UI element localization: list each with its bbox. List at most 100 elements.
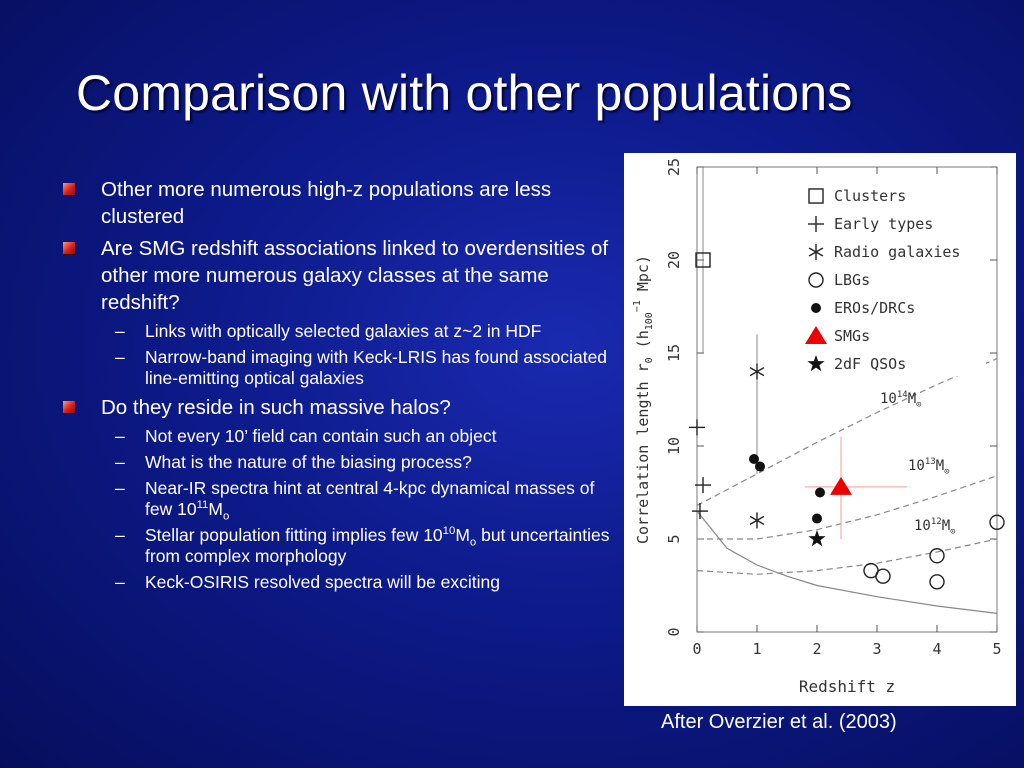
open-circle-marker <box>989 514 1005 530</box>
dash-bullet-icon: – <box>115 426 125 446</box>
curve-label-base: 10 <box>914 518 931 534</box>
curve-label-sup: 12 <box>931 517 942 527</box>
figure-panel: 0 1 2 3 4 5 0 5 10 15 20 25 Redshift z Correlation le… <box>624 153 1016 706</box>
sub-bullet-item: – Stellar population fitting implies few … <box>60 525 622 567</box>
filled-circle-marker <box>815 487 825 498</box>
legend-label: 2dF QSOs <box>834 355 906 373</box>
asterisk-stroke <box>749 366 765 377</box>
data-point <box>929 548 945 564</box>
x-tick-label: 3 <box>872 640 881 658</box>
legend-label: Clusters <box>834 187 906 205</box>
sub-bullet-item: – Links with optically selected galaxies … <box>60 321 622 342</box>
halo-mass-curve <box>697 475 998 540</box>
dash-bullet-icon: – <box>115 347 125 367</box>
bullet-text: Other more numerous high-z populations a… <box>101 178 552 228</box>
curve-label: 1013M⊙ <box>908 457 950 477</box>
sub-bullet-item: – Narrow-band imaging with Keck-LRIS has … <box>60 347 622 389</box>
curve-label-sub: ⊙ <box>950 527 955 537</box>
curve-label-sub: ⊙ <box>916 400 921 410</box>
slide-title: Comparison with other populations <box>76 65 853 121</box>
data-point <box>695 252 711 268</box>
legend-marker <box>808 272 824 288</box>
y-tick-label: 0 <box>665 627 683 636</box>
model-curve <box>696 510 998 614</box>
y-label-sup: −1 <box>632 300 643 312</box>
legend-box <box>804 178 986 376</box>
dash-bullet-icon: – <box>115 572 125 592</box>
data-point <box>875 568 891 584</box>
open-circle-marker <box>808 272 824 288</box>
sub-bullet-item: – Near-IR spectra hint at central 4-kpc d… <box>60 478 622 523</box>
sub-bullet-text: Not every 10’ field can contain such an … <box>145 426 497 446</box>
filled-star-marker <box>807 355 825 372</box>
y-label-open: (h <box>634 330 652 357</box>
red-square-bullet-icon <box>63 401 75 413</box>
filled-circle-marker <box>812 513 822 524</box>
plot-frame <box>696 166 998 633</box>
curve-label-unit: M <box>908 391 916 407</box>
unit-subscript: o <box>222 510 230 523</box>
data-point <box>749 512 765 529</box>
filled-circle-marker <box>749 454 759 465</box>
y-tick-label: 15 <box>665 344 683 362</box>
data-point <box>749 454 759 465</box>
x-axis-label: Redshift z <box>799 677 895 696</box>
red-square-bullet-icon <box>63 242 75 254</box>
sub-bullet-text: but uncertainties from complex morpholog… <box>145 525 610 566</box>
sub-bullet-item: – Not every 10’ field can contain such an… <box>60 426 622 447</box>
legend-label: LBGs <box>834 271 870 289</box>
data-point <box>812 513 822 524</box>
dash-bullet-icon: – <box>115 478 125 498</box>
curve-label-unit: M <box>942 518 950 534</box>
legend-marker <box>808 188 824 204</box>
sub-bullet-item: – What is the nature of the biasing proce… <box>60 452 622 473</box>
open-square-marker <box>808 188 824 204</box>
bullet-item: Do they reside in such massive halos? <box>60 394 622 421</box>
dash-bullet-icon: – <box>115 321 125 341</box>
legend-marker <box>811 303 821 313</box>
open-circle-marker <box>875 568 891 584</box>
bullet-item: Other more numerous high-z populations a… <box>60 176 622 230</box>
bullet-list: Other more numerous high-z populations a… <box>60 176 622 598</box>
red-square-bullet-icon <box>63 183 75 195</box>
x-tick-label: 1 <box>752 640 761 658</box>
y-label-sub: 100 <box>644 312 655 330</box>
curve-label: 1014M⊙ <box>880 390 922 410</box>
open-circle-marker <box>929 574 945 590</box>
unit-symbol: M <box>208 499 223 519</box>
bullet-text: Do they reside in such massive halos? <box>101 396 451 419</box>
curve-label-base: 10 <box>880 391 897 407</box>
filled-circle-marker <box>755 461 765 472</box>
legend-marker <box>808 216 824 232</box>
open-square-marker <box>695 252 711 268</box>
exponent: 10 <box>442 525 456 538</box>
red-triangle-marker <box>830 476 852 495</box>
data-point <box>695 477 711 494</box>
filled-star-marker <box>808 530 826 547</box>
legend-label: Radio galaxies <box>834 243 960 261</box>
x-tick-label: 0 <box>692 640 701 658</box>
data-point <box>815 487 825 498</box>
y-tick-label: 10 <box>665 437 683 455</box>
x-tick-label: 2 <box>812 640 821 658</box>
curve-label-sub: ⊙ <box>944 467 949 477</box>
y-axis-label: Correlation length r0 (h100−1 Mpc) <box>632 255 655 544</box>
x-tick-label: 5 <box>992 640 1001 658</box>
sub-bullet-text: Keck-OSIRIS resolved spectra will be exc… <box>145 572 500 592</box>
data-point <box>808 530 826 547</box>
y-label-main: Correlation length r <box>634 363 652 544</box>
data-point <box>989 514 1005 530</box>
dash-bullet-icon: – <box>115 452 125 472</box>
curve-label-unit: M <box>936 458 944 474</box>
sub-bullet-text: What is the nature of the biasing proces… <box>145 452 472 472</box>
open-circle-marker <box>929 548 945 564</box>
curve-label-sup: 13 <box>925 457 936 467</box>
legend-label: EROs/DRCs <box>834 299 915 317</box>
data-point <box>830 476 852 495</box>
legend-marker <box>808 244 824 260</box>
y-tick-label: 20 <box>665 251 683 269</box>
asterisk-stroke <box>808 247 824 257</box>
y-label-close: Mpc) <box>634 255 652 300</box>
figure-caption: After Overzier et al. (2003) <box>661 711 897 733</box>
